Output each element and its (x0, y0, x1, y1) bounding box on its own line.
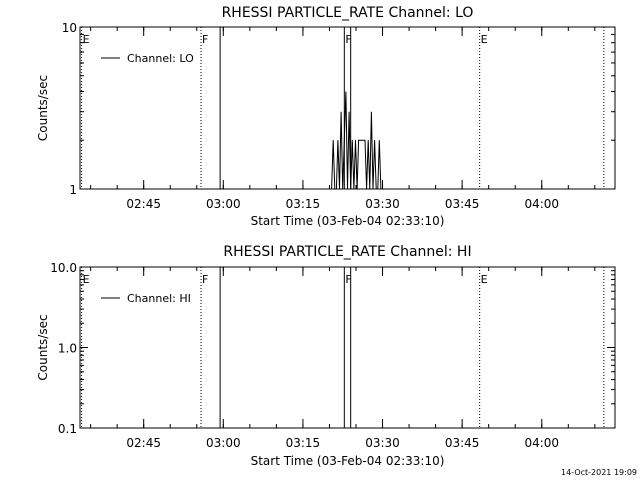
x-tick-label: 03:30 (365, 197, 400, 211)
y-axis-label: Counts/sec (36, 314, 50, 380)
footer-timestamp: 14-Oct-2021 19:09 (561, 468, 637, 477)
x-tick-label: 03:15 (286, 197, 321, 211)
event-marker-label: F (202, 33, 208, 46)
y-tick-label: 10 (62, 21, 77, 35)
x-axis-label: Start Time (03-Feb-04 02:33:10) (251, 214, 445, 228)
x-tick-label: 02:45 (126, 197, 161, 211)
legend-label: Channel: HI (127, 292, 191, 305)
legend-label: Channel: LO (127, 52, 194, 65)
chart-title: RHESSI PARTICLE_RATE Channel: LO (222, 5, 474, 21)
chart-panel-lo: RHESSI PARTICLE_RATE Channel: LO 1 10 02:45… (36, 5, 616, 228)
y-tick-label: 1 (69, 183, 77, 197)
event-marker-label: E (83, 33, 90, 46)
series-line (331, 91, 382, 190)
y-tick-label: 0.1 (58, 422, 77, 436)
y-axis-label: Counts/sec (36, 75, 50, 141)
event-marker-label: F (345, 273, 351, 286)
event-marker-label: E (83, 273, 90, 286)
y-tick-label: 1.0 (58, 342, 77, 356)
x-tick-label: 03:00 (206, 436, 241, 450)
event-marker-label: F (345, 33, 351, 46)
y-tick-label: 10.0 (50, 261, 77, 275)
x-tick-label: 03:45 (445, 436, 480, 450)
event-marker-label: E (481, 273, 488, 286)
x-tick-label: 02:45 (126, 436, 161, 450)
x-tick-label: 03:00 (206, 197, 241, 211)
x-tick-label: 03:30 (365, 436, 400, 450)
x-tick-label: 04:00 (524, 197, 559, 211)
x-tick-label: 03:15 (286, 436, 321, 450)
event-marker-label: E (481, 33, 488, 46)
chart-title: RHESSI PARTICLE_RATE Channel: HI (223, 244, 471, 260)
x-axis-label: Start Time (03-Feb-04 02:33:10) (251, 454, 445, 468)
chart-panel-hi: RHESSI PARTICLE_RATE Channel: HI 0.1 1.0 10… (36, 244, 616, 468)
x-tick-label: 03:45 (445, 197, 480, 211)
event-marker-label: F (202, 273, 208, 286)
x-tick-label: 04:00 (524, 436, 559, 450)
